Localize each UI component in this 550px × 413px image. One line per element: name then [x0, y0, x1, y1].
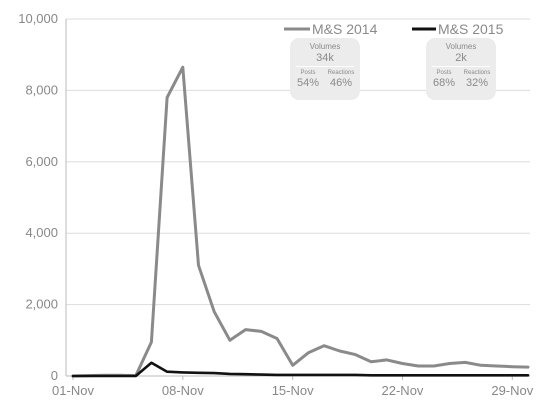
- posts-label: Posts: [300, 70, 316, 76]
- y-tick-label: 10,000: [18, 11, 58, 26]
- volumes-label: Volumes: [445, 42, 477, 51]
- card-divider: [432, 66, 490, 67]
- y-tick-label: 6,000: [25, 154, 58, 169]
- x-tick-label: 08-Nov: [162, 383, 204, 398]
- y-tick-label: 8,000: [25, 82, 58, 97]
- x-tick-label: 01-Nov: [52, 383, 94, 398]
- stats-card-ms-2015: Volumes 2k Posts Reactions 68% 32%: [426, 38, 496, 100]
- series-lines: [71, 65, 530, 378]
- y-tick-label: 4,000: [25, 225, 58, 240]
- card-divider: [296, 66, 354, 67]
- reactions-label: Reactions: [463, 70, 491, 76]
- x-tick-label: 15-Nov: [272, 383, 314, 398]
- reactions-value: 32%: [465, 77, 489, 89]
- stats-card-ms-2014: Volumes 34k Posts Reactions 54% 46%: [290, 38, 360, 100]
- posts-value: 54%: [296, 77, 320, 89]
- reactions-label: Reactions: [327, 70, 355, 76]
- legend-label-ms-2015: M&S 2015: [438, 21, 504, 37]
- legend: M&S 2014 M&S 2015: [284, 21, 504, 37]
- volumes-value: 2k: [455, 52, 467, 64]
- legend-label-ms-2014: M&S 2014: [312, 21, 378, 37]
- reactions-value: 46%: [329, 77, 353, 89]
- series-line-m-s-2014: [71, 65, 530, 378]
- x-tick-labels: 01-Nov 08-Nov 15-Nov 22-Nov 29-Nov: [52, 383, 534, 398]
- volumes-value: 34k: [316, 52, 334, 64]
- volumes-label: Volumes: [309, 42, 341, 51]
- y-tick-label: 2,000: [25, 297, 58, 312]
- posts-value: 68%: [432, 77, 456, 89]
- series-line-m-s-2015: [71, 361, 530, 378]
- posts-label: Posts: [436, 70, 452, 76]
- y-tick-label: 0: [51, 368, 58, 383]
- x-tick-label: 29-Nov: [491, 383, 533, 398]
- y-tick-labels: 0 2,000 4,000 6,000 8,000 10,000: [18, 11, 58, 383]
- x-tick-label: 22-Nov: [382, 383, 424, 398]
